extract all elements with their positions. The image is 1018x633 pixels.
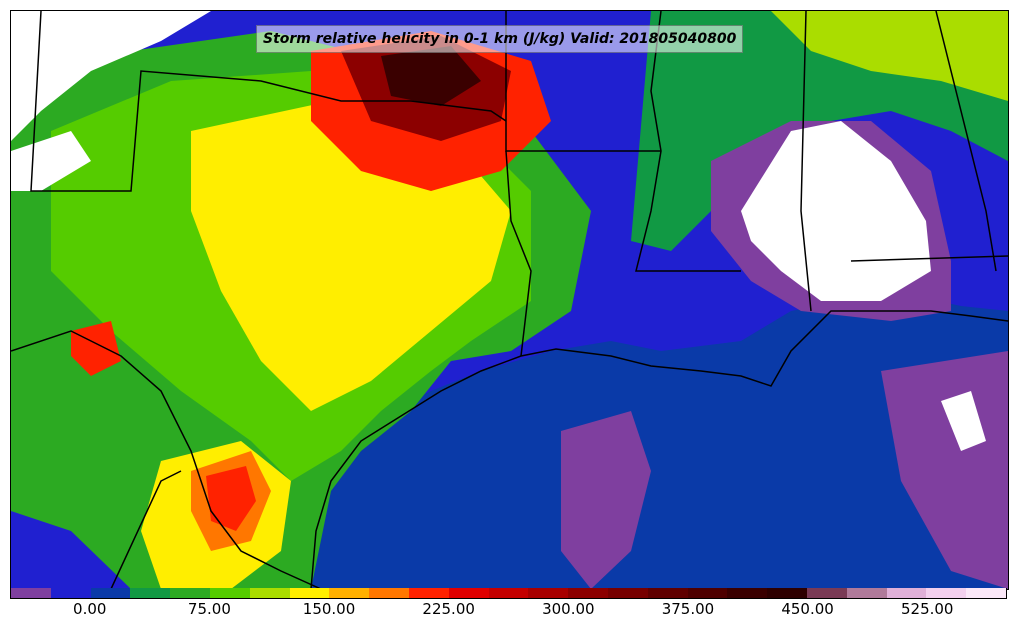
mexico-border [11,330,322,589]
white-patch-al [741,121,931,301]
borders [11,11,1008,589]
colorbar-segment [926,588,967,598]
coastline [310,310,1008,589]
map-panel: Storm relative helicity in 0-1 km (J/kg)… [10,10,1009,590]
colorbar-segment [209,588,250,598]
red-core-west [71,321,121,376]
colorbar-segment [568,588,608,598]
colorbar-tick-label: 225.00 [422,600,475,618]
ms-river [635,11,741,272]
colorbar-tick-label: 525.00 [900,600,954,618]
white-patch-gulf-east [941,391,986,451]
al-ga-border [935,11,997,272]
colorbar-segment [727,588,768,598]
colorbar-segment [767,588,807,598]
colorbar-segment [170,588,210,598]
mexico-state-border [110,470,182,589]
colorbar-segment [528,588,569,598]
colorbar-segment [846,588,887,598]
white-patch-nw2 [11,131,91,191]
colorbar-tick-label: 0.00 [73,600,107,618]
fl-border [850,255,1008,262]
white-patch-nw [11,11,211,141]
helicity-map [11,11,1008,589]
colorbar-segment [50,588,91,598]
tx-ok-border [30,11,507,192]
colorbar-tick-label: 450.00 [781,600,834,618]
red-core-south [206,466,256,531]
map-title: Storm relative helicity in 0-1 km (J/kg)… [256,25,744,53]
purple-patch-gulf [561,411,651,589]
colorbar-tick-label: 75.00 [187,600,231,618]
colorbar-segment [607,588,648,598]
colorbar-segment [886,588,927,598]
colorbar-segment [966,588,1006,598]
colorbar-segment [488,588,529,598]
colorbar-tick-label: 375.00 [661,600,715,618]
colorbar-segment [647,588,688,598]
ms-al-border [800,11,812,312]
colorbar [10,588,1007,599]
colorbar-tick-labels: 0.00 75.00 150.00 225.00 300.00 375.00 450.00 5… [10,600,1007,626]
colorbar-segment [130,588,171,598]
colorbar-segment [369,588,409,598]
colorbar-segment [11,588,51,598]
colorbar-tick-label: 150.00 [302,600,356,618]
tx-la-border [505,150,532,357]
colorbar-segment [408,588,449,598]
colorbar-segment [90,588,131,598]
colorbar-segment [289,588,330,598]
colorbar-segment [249,588,290,598]
colorbar-segment [687,588,728,598]
maroon-core-north [381,46,481,106]
colorbar-segment [329,588,370,598]
lightgreen-band-east [771,11,1008,101]
colorbar-segment [448,588,489,598]
colorbar-segment [806,588,847,598]
colorbar-tick-label: 300.00 [542,600,595,618]
